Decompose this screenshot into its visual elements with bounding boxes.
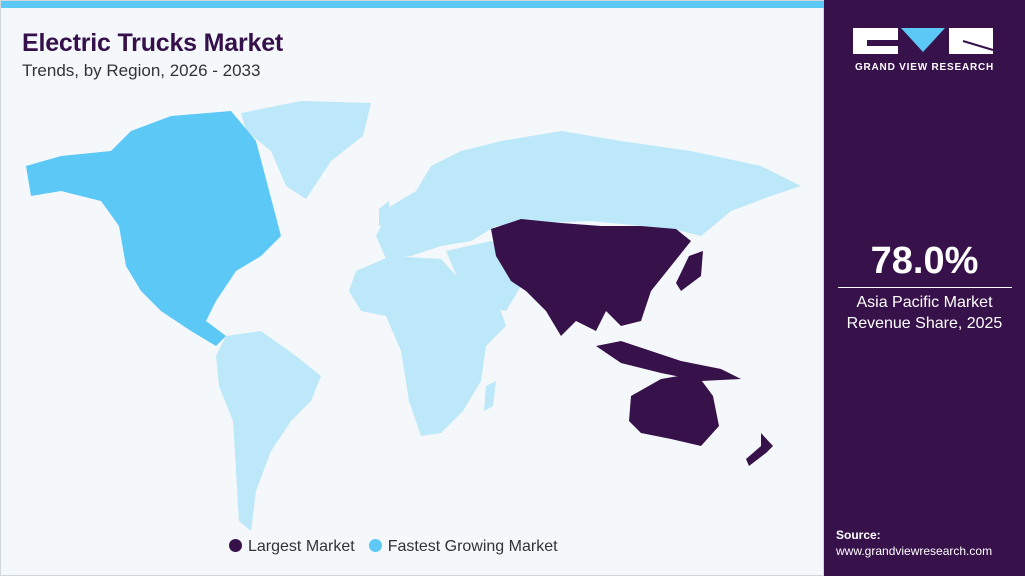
greenland [241, 101, 371, 199]
legend-dot-fastest [368, 539, 382, 552]
source-link[interactable]: www.grandviewresearch.com [836, 544, 993, 558]
accent-bar [1, 1, 825, 8]
madagascar [484, 381, 496, 411]
other-regions [216, 101, 801, 531]
japan [676, 251, 703, 291]
world-map [26, 101, 801, 531]
source-label: Source: [836, 528, 881, 542]
page-subtitle: Trends, by Region, 2026 - 2033 [22, 61, 261, 80]
stat-label-line-1: Asia Pacific Market [856, 294, 993, 311]
legend-dot-largest [229, 539, 242, 552]
source: Source: www.grandviewresearch.com [836, 527, 992, 559]
north-america [26, 111, 281, 346]
divider [838, 287, 1012, 288]
indonesia [596, 341, 741, 381]
gvr-logo [853, 28, 994, 54]
europe-russia [376, 131, 801, 259]
legend: Largest Market Fastest Growing Market [229, 538, 558, 556]
legend-label: Largest Market [248, 538, 355, 555]
stat-label-line-2: Revenue Share, 2025 [846, 315, 1003, 332]
legend-item-largest: Largest Market [229, 538, 355, 556]
africa [349, 256, 506, 436]
brand-name: GRAND VIEW RESEARCH [854, 62, 995, 73]
australia [629, 373, 719, 446]
south-america [216, 331, 321, 531]
asia-mainland [491, 219, 691, 336]
stat-label: Asia Pacific Market Revenue Share, 2025 [824, 292, 1025, 334]
legend-item-fastest: Fastest Growing Market [368, 538, 558, 556]
legend-label: Fastest Growing Market [387, 538, 558, 555]
map-panel: Electric Trucks Market Trends, by Region… [0, 0, 825, 576]
uk [379, 201, 391, 226]
page-title: Electric Trucks Market [22, 29, 284, 57]
sidebar: GRAND VIEW RESEARCH 78.0% Asia Pacific M… [824, 0, 1025, 576]
stat-value: 78.0% [870, 240, 979, 282]
new-zealand [746, 433, 773, 466]
asia-pacific [491, 219, 773, 466]
